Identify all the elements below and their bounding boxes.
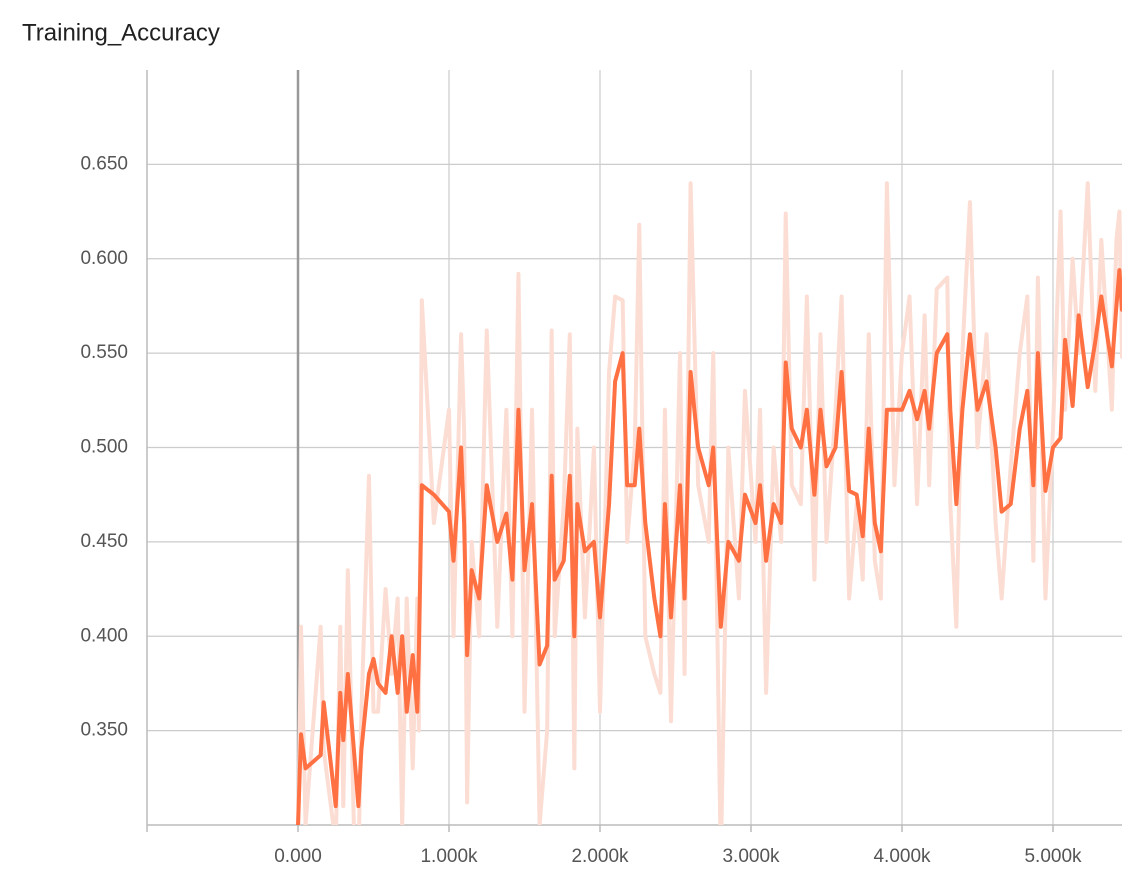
x-tick-label: 5.000k — [1024, 846, 1082, 867]
y-tick-label: 0.550 — [80, 342, 128, 363]
y-tick-label: 0.500 — [80, 437, 128, 458]
x-tick-label: 2.000k — [571, 846, 629, 867]
x-tick-label: 3.000k — [722, 846, 780, 867]
x-tick-label: 1.000k — [420, 846, 478, 867]
y-tick-label: 0.600 — [80, 248, 128, 269]
x-tick-label: 0.000 — [274, 846, 322, 867]
plot-area — [296, 181, 1122, 825]
y-tick-label: 0.450 — [80, 531, 128, 552]
chart-title: Training_Accuracy — [22, 19, 220, 46]
y-tick-label: 0.400 — [80, 625, 128, 646]
y-tick-label: 0.650 — [80, 153, 128, 174]
x-tick-label: 4.000k — [873, 846, 931, 867]
y-tick-label: 0.350 — [80, 720, 128, 741]
smoothed-line — [296, 268, 1122, 825]
